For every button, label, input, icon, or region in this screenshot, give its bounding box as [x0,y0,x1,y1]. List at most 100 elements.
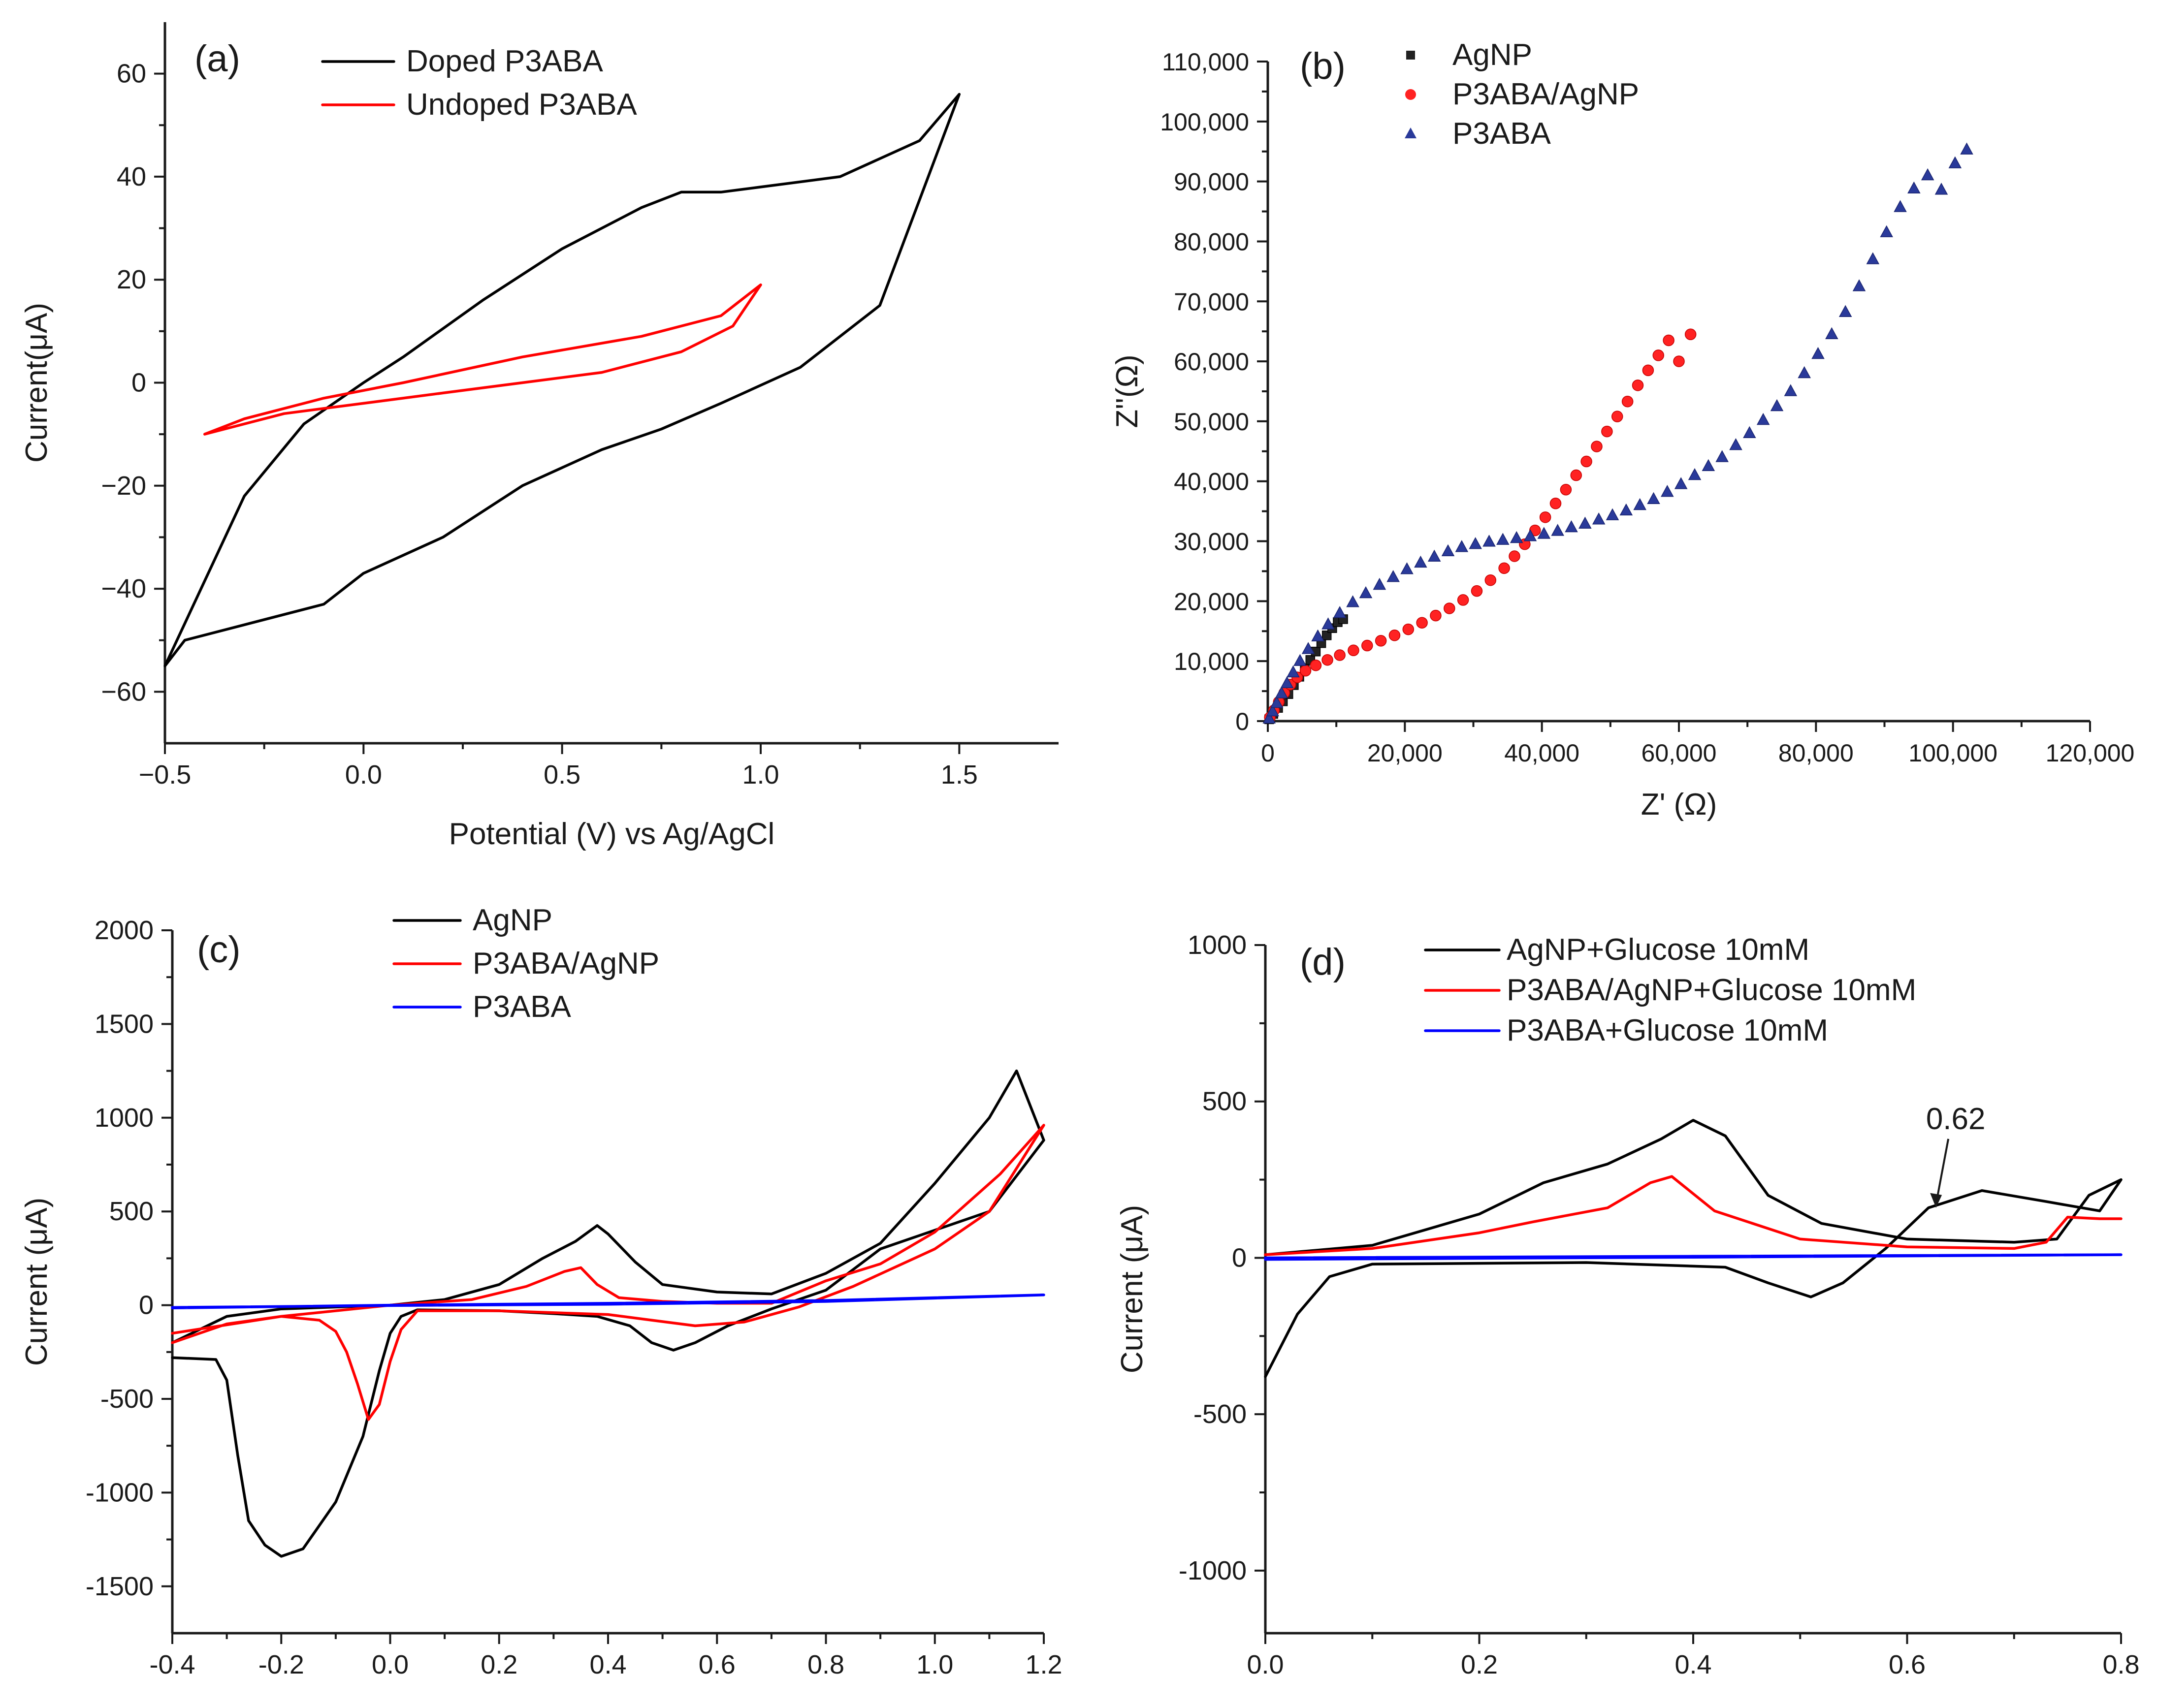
legend-swatch [1405,89,1416,100]
point-marker [1578,516,1592,529]
y-tick-label: 500 [109,1197,154,1226]
x-tick-label: 1.0 [916,1650,953,1679]
point-marker [1346,595,1359,607]
point-marker [1570,469,1582,481]
point-marker [1894,200,1907,212]
x-tick-label: 100,000 [1908,739,1997,767]
point-marker [1482,535,1496,547]
x-tick-label: -0.2 [258,1650,304,1679]
point-marker [1441,544,1455,557]
point-marker [1455,540,1469,552]
y-tick-label: 500 [1202,1087,1247,1116]
point-marker [1386,570,1400,582]
point-marker [1262,711,1276,724]
y-axis-title: Current (μA) [20,1198,54,1366]
panel-label: (b) [1300,45,1346,87]
y-tick-label: 60,000 [1174,348,1249,376]
point-marker [1509,550,1520,562]
series-line-0 [163,93,961,667]
point-marker [1852,279,1866,291]
series-line-2 [171,1293,1045,1310]
point-marker [1601,425,1613,438]
point-marker [1498,562,1510,574]
point-marker [1702,459,1715,472]
point-marker [1684,328,1697,341]
point-marker [1880,225,1893,237]
point-marker [1293,654,1307,666]
point-marker [1642,364,1654,377]
y-tick-label: 0 [1232,1243,1247,1272]
y-tick-label: -500 [1193,1399,1247,1429]
point-marker [1348,644,1359,657]
y-tick-label: -1000 [86,1478,154,1507]
legend-label: AgNP+Glucose 10mM [1507,933,1809,967]
point-marker [1416,617,1428,629]
x-tick-label: -0.4 [149,1650,195,1679]
y-axis-title: Z''(Ω) [1110,354,1144,428]
point-marker [1414,555,1427,568]
legend-label: AgNP [473,903,552,937]
legend-label: P3ABA+Glucose 10mM [1507,1013,1828,1047]
point-marker [1388,630,1401,641]
y-tick-label: 40,000 [1174,468,1249,496]
legend-swatch [1405,127,1417,138]
panel-d: 0.0 0.2 0.4 0.6 0.8 -1000 -500 0 500 1000 Current … [1115,930,2140,1679]
point-marker [1565,520,1578,533]
point-marker [1611,411,1623,422]
x-tick-label: 0.4 [1674,1650,1711,1679]
point-marker [1321,631,1332,640]
legend-label: Doped P3ABA [406,44,603,78]
point-marker [1549,498,1562,509]
y-tick-label: -1000 [1179,1556,1247,1585]
x-tick-label: 1.5 [941,760,978,790]
point-marker [1960,142,1973,155]
point-marker [1400,562,1414,574]
series-line-0 [171,1069,1045,1558]
point-marker [1266,704,1280,717]
point-marker [1280,676,1294,689]
y-axis-title: Current (μA) [1115,1205,1149,1373]
y-tick-label: 1500 [95,1009,154,1039]
point-marker [1471,585,1483,597]
point-marker [1632,380,1644,391]
point-marker [1948,156,1962,168]
series-line-2 [1264,1253,2123,1261]
x-tick-label: 120,000 [2046,739,2135,767]
legend-label: P3ABA/AgNP [473,947,659,981]
x-tick-label: 0.8 [2102,1650,2139,1679]
y-tick-label: 60 [117,59,146,89]
point-marker [1287,665,1300,678]
point-marker [1798,366,1811,379]
point-marker [1715,450,1729,462]
legend-label: AgNP [1452,38,1532,72]
point-marker [1580,455,1592,468]
point-marker [1496,533,1510,545]
point-marker [1430,609,1442,622]
x-tick-label: 20,000 [1367,739,1443,767]
point-marker [1619,503,1633,516]
point-marker [1539,511,1551,523]
point-marker [1907,181,1921,194]
y-tick-label: 30,000 [1174,528,1249,556]
point-marker [1510,531,1523,543]
point-marker [1770,399,1784,411]
x-tick-label: 80,000 [1778,739,1854,767]
y-axis-title: Current(μA) [20,303,54,463]
point-marker [1606,508,1619,520]
x-tick-label: 0.5 [544,760,580,790]
y-tick-label: 50,000 [1174,408,1249,436]
point-marker [1321,617,1335,630]
point-marker [1537,527,1551,539]
y-tick-label: 2000 [95,916,154,945]
point-marker [1359,586,1373,599]
panel-a: −0.5 0.0 0.5 1.0 1.5 −60 −40 −20 0 20 40 60 Potentia… [20,22,1059,851]
legend-label: P3ABA/AgNP+Glucose 10mM [1507,973,1916,1007]
y-tick-label: −20 [101,471,146,501]
point-marker [1321,654,1333,666]
y-tick-label: 0 [131,368,146,398]
point-marker [1270,696,1284,708]
y-tick-label: −60 [101,677,146,706]
x-tick-label: 0.6 [1889,1650,1926,1679]
point-marker [1921,168,1934,181]
point-marker [1469,537,1482,549]
